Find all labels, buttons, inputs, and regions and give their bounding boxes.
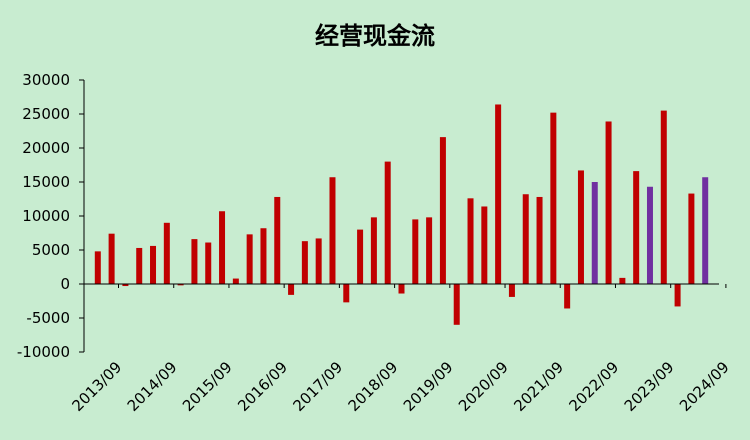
bar	[370, 217, 377, 284]
x-tick-label: 2021/09	[510, 358, 567, 415]
bar	[412, 219, 419, 284]
bar	[398, 284, 405, 294]
y-tick-label: -10000	[17, 343, 70, 361]
bar	[384, 161, 391, 284]
bar	[453, 284, 460, 325]
bar	[108, 233, 115, 284]
bar	[564, 284, 571, 309]
y-tick-label: 25000	[22, 105, 70, 123]
bar-series	[94, 104, 709, 325]
axes	[83, 80, 719, 352]
bar	[467, 198, 474, 284]
bar	[122, 284, 129, 287]
bar	[357, 229, 364, 284]
y-tick-label: 15000	[22, 173, 70, 191]
bar	[674, 284, 681, 307]
y-tick-label: 0	[60, 275, 70, 293]
bar	[315, 238, 322, 284]
x-tick-label: 2016/09	[234, 358, 291, 415]
x-tick-label: 2017/09	[289, 358, 346, 415]
bar	[536, 196, 543, 284]
chart-title: 经营现金流	[315, 22, 435, 50]
x-tick-label: 2024/09	[676, 358, 733, 415]
bar	[288, 284, 295, 295]
x-tick-label: 2020/09	[455, 358, 512, 415]
x-tick-label: 2013/09	[69, 358, 126, 415]
bar	[426, 217, 433, 284]
bar	[219, 211, 226, 284]
bar	[702, 177, 709, 284]
bar	[688, 193, 695, 284]
bar	[550, 112, 557, 284]
y-tick-label: 20000	[22, 139, 70, 157]
bar	[232, 278, 239, 284]
bar	[260, 228, 267, 284]
y-axis-ticks: 30000 25000 20000 15000 10000 5000 0 -5000 -1000…	[17, 71, 84, 361]
bar	[94, 251, 101, 284]
bar	[646, 186, 653, 284]
bar	[191, 239, 198, 284]
y-tick-label: 30000	[22, 71, 70, 89]
y-tick-label: 10000	[22, 207, 70, 225]
bar	[591, 182, 598, 284]
y-tick-label: 5000	[32, 241, 70, 259]
bar	[660, 110, 667, 284]
x-tick-label: 2023/09	[621, 358, 678, 415]
bar	[205, 242, 212, 284]
bar	[301, 241, 308, 284]
x-tick-label: 2022/09	[566, 358, 623, 415]
bar	[508, 284, 515, 297]
bar	[495, 104, 502, 284]
x-tick-label: 2018/09	[345, 358, 402, 415]
bar	[163, 222, 170, 284]
bar	[522, 194, 529, 284]
bar	[343, 284, 350, 303]
x-axis-ticks: 2013/092014/092015/092016/092017/092018/…	[69, 284, 733, 415]
x-tick-label: 2015/09	[179, 358, 236, 415]
bar	[246, 234, 253, 284]
bar	[619, 277, 626, 284]
bar	[274, 196, 281, 284]
bar	[150, 245, 157, 284]
bar	[439, 137, 446, 284]
bar	[481, 206, 488, 284]
bar	[605, 121, 612, 284]
bar	[329, 177, 336, 284]
x-tick-label: 2019/09	[400, 358, 457, 415]
bar	[177, 284, 184, 286]
bar	[633, 171, 640, 284]
x-tick-label: 2014/09	[124, 358, 181, 415]
bar	[136, 247, 143, 284]
y-tick-label: -5000	[26, 309, 70, 327]
bar	[577, 170, 584, 284]
